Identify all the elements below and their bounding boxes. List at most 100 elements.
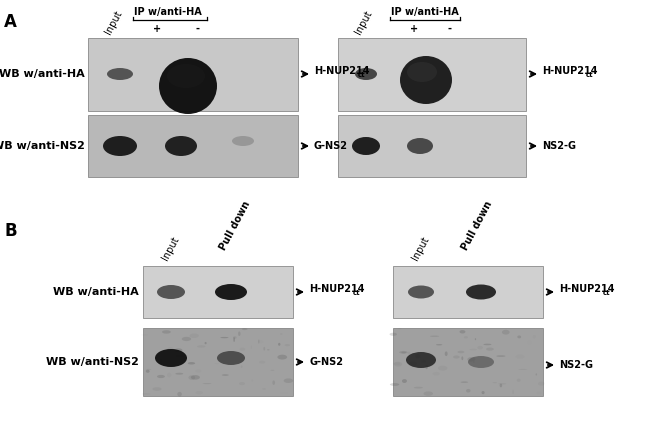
Text: IP w/anti-HA: IP w/anti-HA [134,7,202,17]
Text: Input: Input [353,9,374,36]
Ellipse shape [220,337,229,338]
Ellipse shape [285,344,290,346]
Ellipse shape [152,387,161,391]
Ellipse shape [197,345,205,348]
Ellipse shape [436,344,443,346]
Text: -: - [448,24,452,34]
Ellipse shape [473,361,474,363]
Ellipse shape [165,136,197,156]
Ellipse shape [175,348,183,352]
Bar [393,328,543,396]
Text: +: + [410,24,418,34]
Ellipse shape [278,343,280,346]
Ellipse shape [280,333,283,335]
Ellipse shape [168,347,174,350]
Text: H-NUP214: H-NUP214 [542,66,597,76]
Ellipse shape [422,360,426,363]
Ellipse shape [486,347,494,351]
Text: Input: Input [103,9,124,36]
Ellipse shape [167,64,205,88]
Ellipse shape [157,375,165,378]
Ellipse shape [445,352,448,356]
Ellipse shape [414,387,423,389]
Ellipse shape [233,336,237,339]
Text: NS2-G: NS2-G [559,360,593,370]
Ellipse shape [401,352,406,353]
Ellipse shape [453,355,460,359]
Ellipse shape [215,284,247,300]
Ellipse shape [408,285,434,298]
Ellipse shape [464,336,468,338]
Ellipse shape [239,382,245,385]
Ellipse shape [500,384,502,387]
Ellipse shape [402,379,407,383]
Text: ct: ct [358,72,365,78]
Ellipse shape [188,376,195,380]
Text: ct: ct [353,290,361,296]
Ellipse shape [222,374,229,376]
Ellipse shape [467,357,475,362]
Ellipse shape [155,349,187,367]
Ellipse shape [461,381,468,383]
Bar [393,266,543,318]
Ellipse shape [146,369,151,370]
Ellipse shape [438,366,447,370]
Ellipse shape [177,392,182,397]
Text: WB w/anti-HA: WB w/anti-HA [53,287,139,297]
Ellipse shape [407,138,433,154]
Ellipse shape [468,356,494,368]
Ellipse shape [477,346,483,349]
Ellipse shape [283,378,293,383]
Ellipse shape [205,342,207,344]
Text: WB w/anti-NS2: WB w/anti-NS2 [0,141,85,151]
Ellipse shape [536,373,537,376]
Text: Pull down: Pull down [218,200,252,252]
Text: ct: ct [586,72,593,78]
Text: G-NS2: G-NS2 [314,141,348,151]
Ellipse shape [270,370,274,371]
Ellipse shape [263,347,265,351]
Ellipse shape [409,362,417,365]
Ellipse shape [458,351,464,353]
Ellipse shape [474,338,476,340]
Ellipse shape [424,392,433,396]
Ellipse shape [182,337,191,341]
Ellipse shape [352,137,380,155]
Text: Input: Input [160,235,181,262]
Ellipse shape [519,369,527,370]
Ellipse shape [399,351,408,354]
Text: G-NS2: G-NS2 [309,357,343,367]
Ellipse shape [512,389,514,394]
Ellipse shape [517,336,521,338]
Ellipse shape [240,365,242,368]
Text: H-NUP214: H-NUP214 [309,284,365,294]
Text: IP w/anti-HA: IP w/anti-HA [391,7,459,17]
Bar [338,38,526,111]
Ellipse shape [242,328,248,330]
Ellipse shape [278,354,287,360]
Bar [338,115,526,177]
Ellipse shape [157,285,185,299]
Bar [143,266,293,318]
Text: Pull down: Pull down [460,200,494,252]
Ellipse shape [262,388,266,390]
Ellipse shape [406,352,436,368]
Text: -: - [195,24,199,34]
Ellipse shape [267,349,270,350]
Text: WB w/anti-HA: WB w/anti-HA [0,69,85,79]
Ellipse shape [389,333,397,336]
Ellipse shape [407,62,437,82]
Ellipse shape [146,370,150,373]
Ellipse shape [484,344,491,345]
Bar [88,115,298,177]
Text: A: A [4,13,17,31]
Ellipse shape [217,351,245,365]
Text: WB w/anti-NS2: WB w/anti-NS2 [46,357,139,367]
Ellipse shape [390,383,399,386]
Ellipse shape [232,136,254,146]
Ellipse shape [408,352,411,354]
Ellipse shape [272,380,275,385]
Ellipse shape [400,56,452,104]
Bar [143,328,293,396]
Ellipse shape [497,355,506,357]
